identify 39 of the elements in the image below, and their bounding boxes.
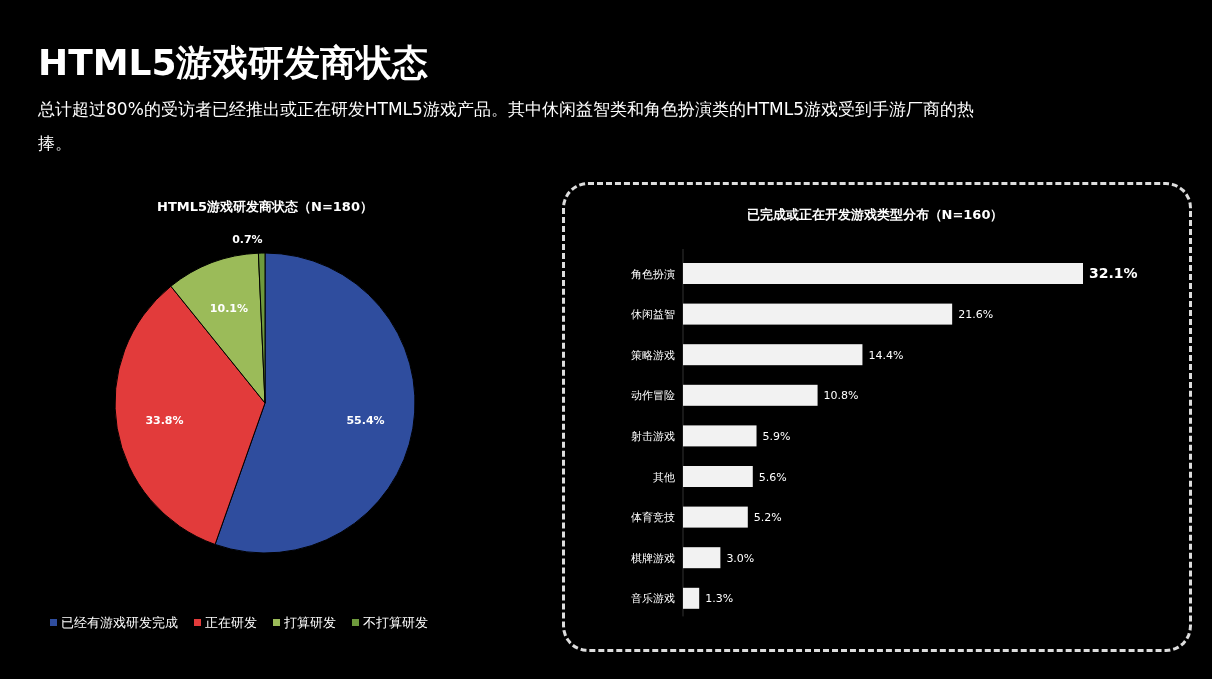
legend-label: 已经有游戏研发完成	[61, 615, 178, 630]
text: HTML5游戏研发商状态	[38, 41, 430, 85]
data-label: 33.8%	[145, 414, 184, 428]
bar	[683, 263, 1083, 284]
bar	[683, 587, 700, 609]
bar	[683, 344, 863, 366]
data-label: 1.3%	[705, 592, 734, 606]
data-label: 55.4%	[346, 414, 385, 428]
y-tick-label: 策略游戏	[631, 348, 675, 362]
y-tick-label: 棋牌游戏	[631, 551, 675, 565]
legend-label: 正在研发	[205, 615, 257, 630]
data-label: 5.9%	[762, 429, 791, 443]
bar	[683, 547, 721, 569]
data-label: 21.6%	[958, 308, 994, 322]
y-tick-label: 角色扮演	[631, 267, 675, 281]
legend-label: 不打算研发	[363, 615, 428, 630]
legend-label: 打算研发	[283, 615, 336, 630]
chart-title: 已完成或正在开发游戏类型分布（N=160）	[746, 207, 1004, 222]
data-label: 14.4%	[868, 348, 904, 362]
data-label: 0.7%	[232, 233, 263, 247]
y-tick-label: 其他	[653, 470, 675, 484]
data-label: 10.8%	[823, 389, 859, 403]
data-label: 32.1%	[1089, 264, 1138, 281]
text: 总计超过80%的受访者已经推出或正在研发HTML5游戏产品。其中休闲益智类和角色扮演类的HTML5游戏受到手游厂商的热捧。	[38, 98, 976, 155]
y-tick-label: 休闲益智	[631, 308, 675, 322]
data-label: 10.1%	[209, 301, 249, 315]
y-tick-label: 动作冒险	[631, 389, 675, 403]
chart-title: HTML5游戏研发商状态（N=180）	[157, 199, 373, 214]
bar	[683, 303, 953, 325]
y-tick-label: 音乐游戏	[631, 592, 675, 606]
bar	[683, 506, 748, 528]
data-label: 3.0%	[726, 551, 755, 565]
data-label: 5.6%	[758, 470, 787, 484]
y-tick-label: 射击游戏	[631, 429, 675, 443]
bar	[683, 384, 818, 406]
data-label: 5.2%	[753, 511, 782, 525]
bar	[683, 425, 757, 447]
bar	[683, 466, 753, 487]
y-tick-label: 体育竞技	[631, 511, 675, 525]
